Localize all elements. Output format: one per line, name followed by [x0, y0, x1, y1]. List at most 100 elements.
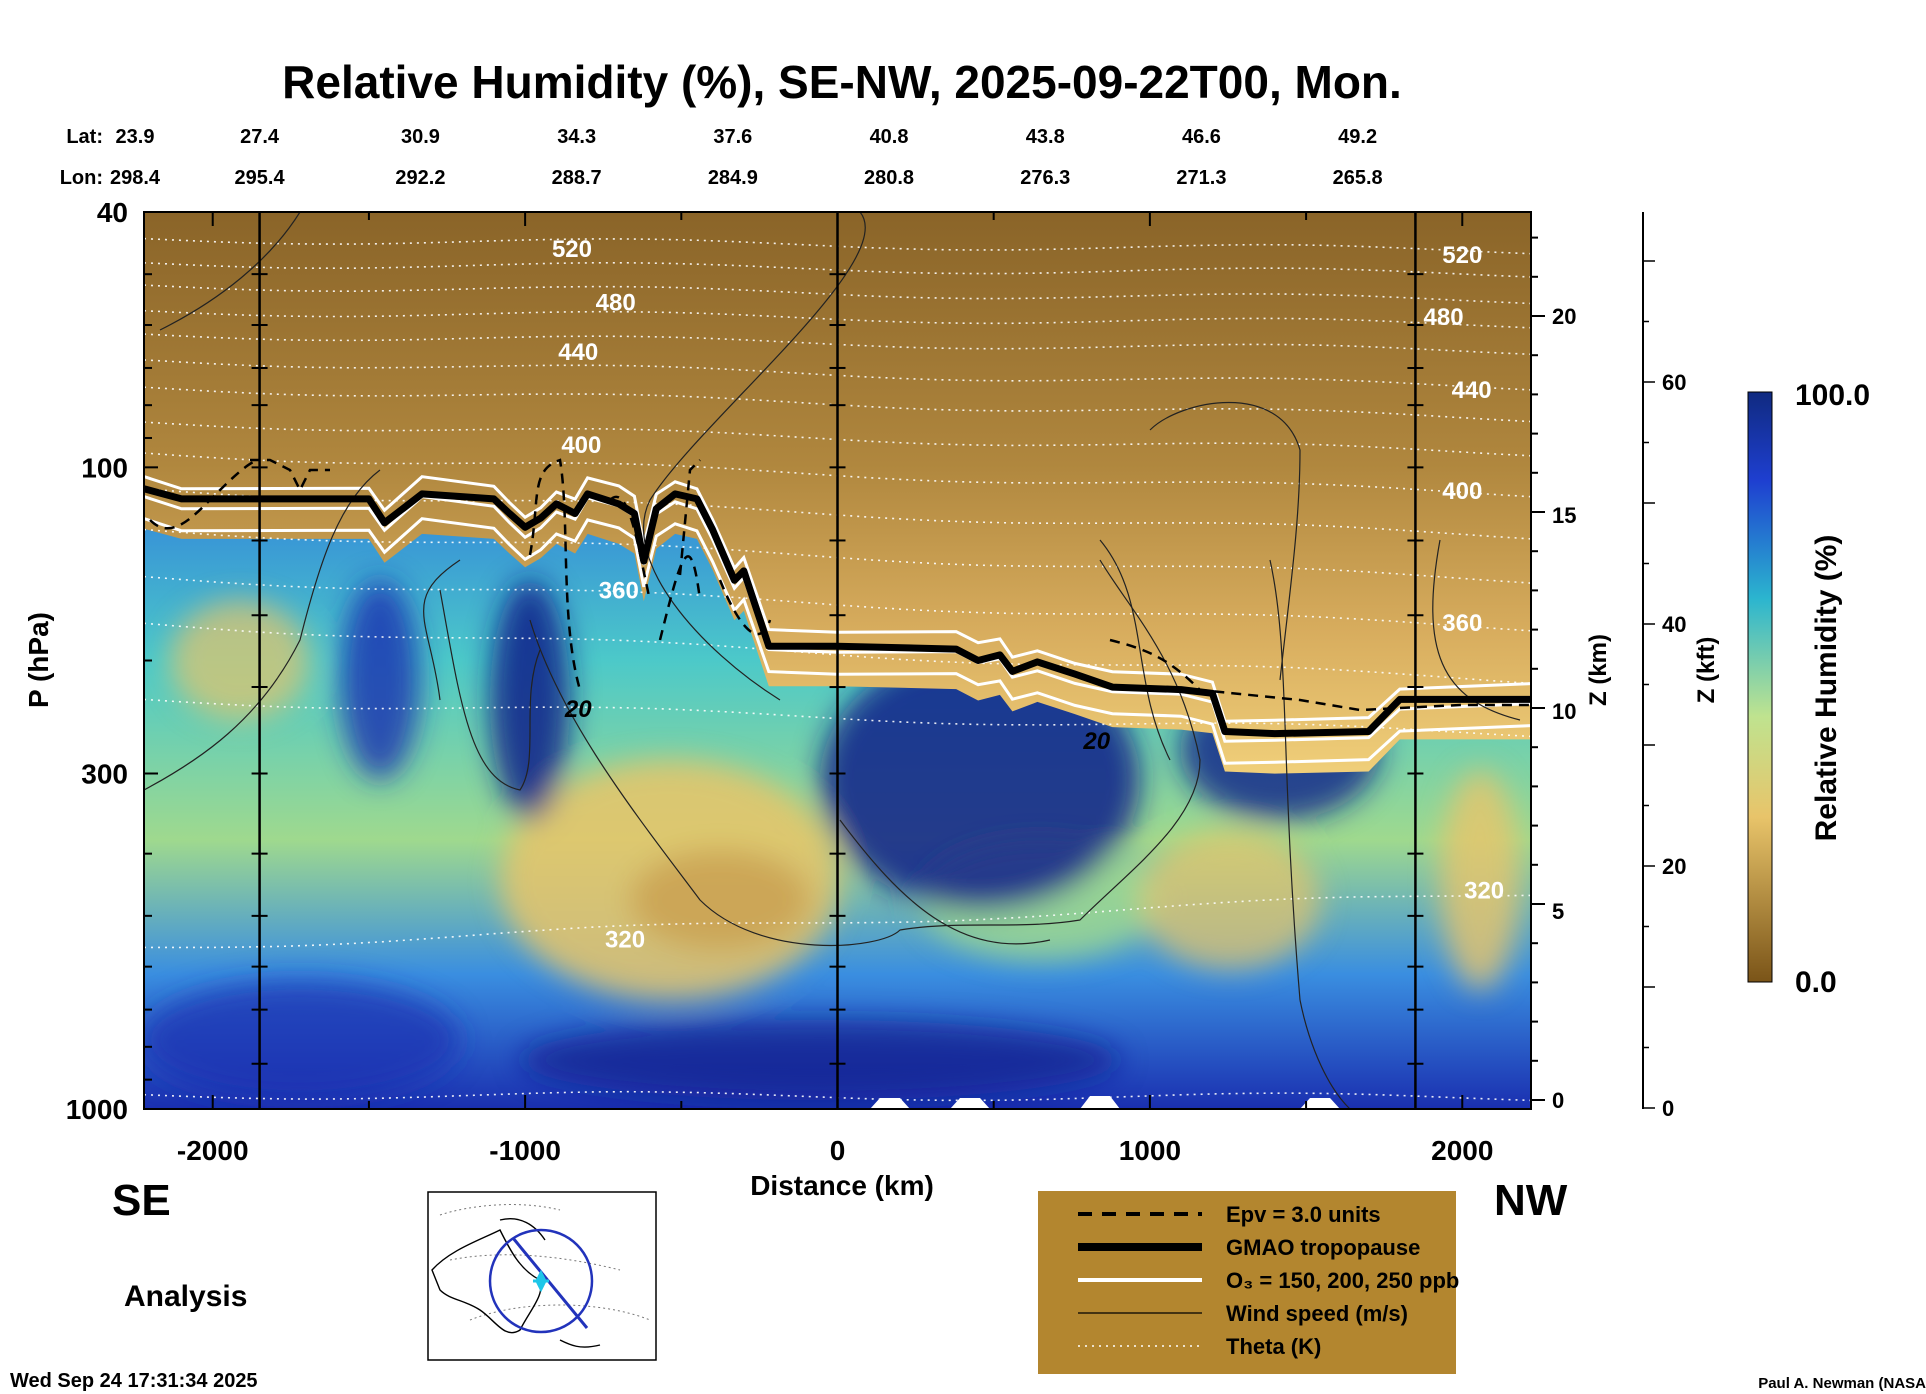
z-km-axis: 0 5 10 15 20 [1530, 212, 1576, 1113]
theta-contour-label: 480 [596, 290, 636, 317]
lon-value: 298.4 [110, 167, 161, 189]
inset-coastline-2 [499, 1218, 601, 1348]
z-km-label: Z (km) [1585, 634, 1612, 706]
z-kft-axis: 0 20 40 60 [1642, 212, 1686, 1121]
wind-speed-contours-2 [423, 402, 1301, 947]
lat-value: 46.6 [1182, 126, 1221, 148]
y-axis-label: P (hPa) [23, 612, 54, 708]
y-tick-label: 1000 [66, 1094, 128, 1125]
inset-map [427, 1191, 657, 1361]
legend: Epv = 3.0 units GMAO tropopause O₃ = 150, … [1038, 1191, 1459, 1374]
colorbar-label: Relative Humidity (%) [1810, 535, 1843, 842]
y-axis: 40 100 300 1000 [66, 197, 158, 1125]
moist-region [820, 650, 1140, 910]
legend-label: Wind speed (m/s) [1226, 1301, 1408, 1326]
legend-label: Theta (K) [1226, 1334, 1321, 1359]
theta-contour-label: 360 [599, 577, 639, 604]
lon-value: 265.8 [1333, 167, 1383, 189]
legend-box [1038, 1191, 1456, 1374]
terrain [870, 1096, 1340, 1109]
nw-label: NW [1494, 1176, 1568, 1225]
x-axis-label: Distance (km) [750, 1170, 934, 1201]
legend-label: O₃ = 150, 200, 250 ppb [1226, 1268, 1459, 1293]
z-km-tick-label: 0 [1552, 1088, 1564, 1113]
wind-contour-label: 20 [1082, 728, 1110, 755]
inset-graticule [439, 1204, 651, 1321]
z-kft-tick-label: 0 [1662, 1096, 1674, 1121]
ozone-contours [144, 475, 1531, 765]
lat-value: 43.8 [1026, 126, 1065, 148]
lat-value: 27.4 [240, 126, 280, 148]
lat-label: Lat: [66, 126, 103, 148]
vertical-guide-lines [251, 212, 1424, 1109]
lat-value: 30.9 [401, 126, 440, 148]
theta-contour-label: 400 [561, 432, 601, 459]
theta-contour-label: 360 [1442, 610, 1482, 637]
dry-region-4 [1440, 770, 1520, 990]
z-kft-tick-label: 60 [1662, 370, 1686, 395]
moist-column-2 [340, 580, 420, 780]
legend-label: GMAO tropopause [1226, 1235, 1420, 1260]
lon-value: 276.3 [1020, 167, 1070, 189]
lon-value: 271.3 [1176, 167, 1226, 189]
lat-value: 34.3 [557, 126, 596, 148]
lat-value: 37.6 [713, 126, 752, 148]
moist-boundary-layer-2 [144, 980, 460, 1100]
analysis-label: Analysis [124, 1280, 247, 1313]
x-axis: -2000 -1000 0 1000 2000 [177, 212, 1493, 1166]
z-km-tick-label: 10 [1552, 699, 1576, 724]
z-kft-label: Z (kft) [1693, 637, 1720, 704]
x-tick-label: 0 [830, 1135, 846, 1166]
theta-contour-label: 320 [1464, 878, 1504, 905]
y-tick-label: 40 [97, 197, 128, 228]
theta-contour-label: 320 [605, 926, 645, 953]
inset-coastline [431, 1229, 542, 1334]
lon-label: Lon: [60, 167, 103, 189]
legend-label: Epv = 3.0 units [1226, 1202, 1381, 1227]
z-kft-tick-label: 20 [1662, 854, 1686, 879]
credit: Paul A. Newman (NASA [1758, 1375, 1926, 1392]
colorbar-min-label: 0.0 [1795, 966, 1837, 999]
wind-contour-label: 20 [564, 696, 592, 723]
theta-contour-label: 520 [552, 236, 592, 263]
theta-contour-label: 440 [1452, 377, 1492, 404]
y-tick-label: 100 [81, 452, 128, 483]
colorbar [1747, 391, 1773, 983]
se-label: SE [112, 1176, 171, 1225]
chart-title: Relative Humidity (%), SE-NW, 2025-09-22… [282, 56, 1402, 108]
ozone-contour-line [144, 517, 1531, 765]
moist-boundary-layer [520, 1020, 1120, 1100]
lat-value: 40.8 [870, 126, 909, 148]
theta-contour-label: 440 [558, 339, 598, 366]
theta-contour-label: 400 [1442, 478, 1482, 505]
z-km-tick-label: 20 [1552, 304, 1576, 329]
inset-center-marker [533, 1269, 549, 1293]
colorbar-max-label: 100.0 [1795, 379, 1870, 412]
lon-value: 280.8 [864, 167, 914, 189]
very-dry-region [630, 850, 810, 950]
inset-range-circle [488, 1228, 594, 1334]
lon-value: 288.7 [552, 167, 602, 189]
timestamp: Wed Sep 24 17:31:34 2025 [10, 1370, 258, 1392]
dry-region-5 [170, 600, 310, 720]
x-tick-label: 2000 [1431, 1135, 1493, 1166]
legend-items: Epv = 3.0 units GMAO tropopause O₃ = 150, … [1078, 1202, 1459, 1359]
lon-value: 292.2 [395, 167, 445, 189]
lat-value: 49.2 [1338, 126, 1377, 148]
x-tick-label: -2000 [177, 1135, 249, 1166]
lon-value: 284.9 [708, 167, 758, 189]
inset-cross-section-line [511, 1237, 589, 1329]
theta-contour-label: 480 [1424, 304, 1464, 331]
gmao-tropopause [144, 485, 1531, 738]
ozone-contour-line [144, 475, 1531, 723]
wind-speed-contours [144, 212, 1521, 1109]
z-kft-tick-label: 40 [1662, 612, 1686, 637]
theta-contour-label: 520 [1442, 242, 1482, 269]
lat-lon-rows: 23.9 27.4 30.9 34.3 37.6 40.8 43.8 46.6 49.2 298.… [110, 126, 1383, 189]
x-tick-label: 1000 [1119, 1135, 1181, 1166]
lat-value: 23.9 [116, 126, 155, 148]
x-tick-label: -1000 [489, 1135, 561, 1166]
y-tick-label: 300 [81, 758, 128, 789]
